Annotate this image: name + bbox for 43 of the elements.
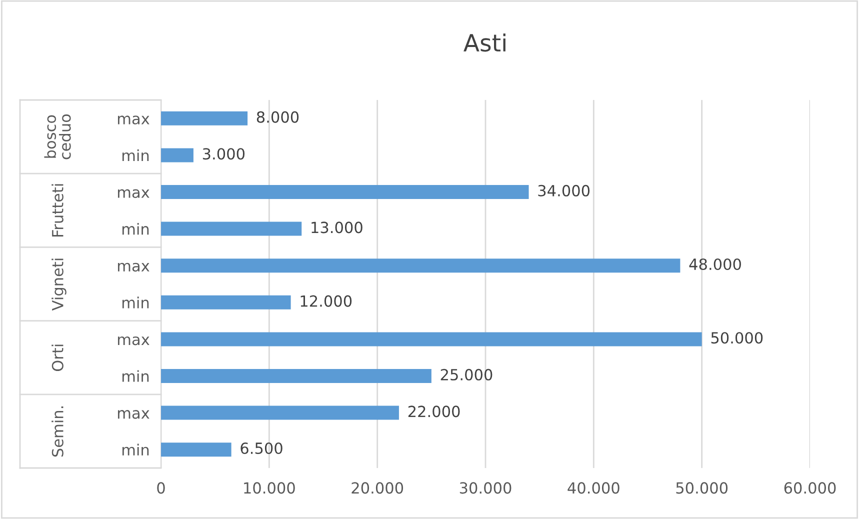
text: Vigneti	[52, 258, 66, 311]
x-tick-label: 0	[157, 482, 165, 494]
y-tick-label: max	[118, 336, 150, 346]
data-label: 3.000	[202, 148, 245, 160]
data-label: 34.000	[538, 184, 590, 196]
x-tick-label: 50.000	[676, 482, 728, 494]
data-label: 6.500	[240, 442, 282, 454]
x-tick-label: 10.000	[244, 482, 295, 494]
y-tick-label: min	[122, 296, 149, 308]
data-label: 8.000	[256, 111, 299, 123]
y-tick-label: max	[118, 262, 150, 272]
text: Orti	[52, 344, 64, 372]
bar	[161, 406, 399, 420]
y-tick-label: max	[118, 116, 150, 124]
text: Frutteti	[52, 184, 64, 237]
chart-title: Asti	[464, 33, 506, 52]
x-tick-label: 20.000	[352, 482, 404, 494]
bar	[161, 442, 232, 457]
bar	[161, 369, 432, 383]
bar	[161, 111, 248, 126]
data-label: 13.000	[312, 222, 362, 234]
data-label: 25.000	[440, 368, 492, 380]
bar	[161, 185, 529, 199]
x-tick-label: 30.000	[460, 482, 512, 494]
bar	[161, 258, 680, 273]
y-tick-label: min	[122, 222, 149, 235]
data-label: 48.000	[689, 258, 741, 270]
y-tick-label: max	[118, 410, 150, 419]
bar	[161, 222, 302, 236]
x-tick-label: 60.000	[784, 482, 836, 494]
x-tick-label: 40.000	[568, 482, 620, 494]
text: Semin.	[52, 406, 64, 457]
y-tick-label: max	[118, 189, 150, 198]
y-tick-label: min	[122, 444, 149, 456]
data-label: 22.000	[408, 406, 460, 418]
bar	[161, 332, 702, 346]
text: bosco ceduo	[44, 114, 71, 160]
bar	[161, 148, 194, 162]
data-label: 50.000	[711, 332, 763, 344]
bar	[161, 295, 291, 310]
y-tick-label: min	[122, 370, 149, 382]
y-tick-label: min	[122, 149, 149, 162]
data-label: 12.000	[300, 295, 352, 307]
